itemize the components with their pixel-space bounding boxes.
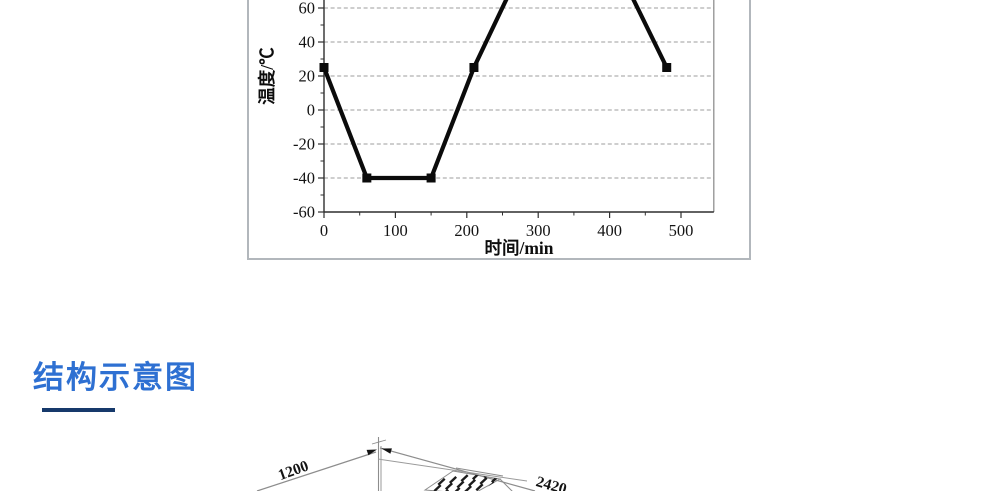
- slat-stroke: [479, 477, 488, 485]
- dim-arrowhead-left: [366, 449, 377, 456]
- chart-text: 300: [526, 221, 551, 240]
- chart-text: 0: [307, 101, 315, 120]
- shelf-right-edge: [499, 478, 513, 491]
- temperature-series-line: [322, 0, 669, 181]
- chart-text: -40: [293, 169, 315, 188]
- slat-stroke: [460, 474, 469, 482]
- chart-text: 100: [383, 221, 408, 240]
- section-heading: 结构示意图: [33, 360, 198, 395]
- data-point-marker: [319, 63, 329, 72]
- slat-stroke: [437, 477, 446, 486]
- slat-stroke: [433, 484, 442, 491]
- slat-stroke: [456, 480, 465, 489]
- data-point-marker: [426, 173, 436, 183]
- chart-text: 400: [597, 221, 622, 240]
- slat-stroke: [448, 476, 458, 484]
- structure-diagram-canvas: 1200 2420: [256, 437, 569, 491]
- chart-text: 0: [320, 221, 328, 240]
- extension-tick: [371, 439, 387, 445]
- dim-arrowhead-right: [381, 448, 392, 454]
- chart-text: 温度/℃: [257, 47, 277, 105]
- structure-diagram: 1200 2420: [230, 430, 600, 491]
- chart-text: 200: [454, 221, 479, 240]
- cabinet-top-edge: [377, 458, 528, 482]
- data-point-marker: [662, 63, 672, 72]
- temperature-profile-chart: 60 40 20 0 -20 -40 -60 0 100 200 300 400 500 时间/min 温度…: [247, 0, 751, 260]
- heading-underline-bar: [42, 408, 115, 412]
- data-point-marker: [362, 173, 372, 183]
- slat-stroke: [475, 483, 484, 491]
- shelf-rim-line: [455, 467, 504, 477]
- chart-text: 40: [299, 33, 316, 52]
- chart-text: 时间/min: [484, 238, 553, 258]
- dim-line-2420: [379, 447, 536, 491]
- dim-label-1200: 1200: [276, 457, 311, 484]
- chart-text: 20: [299, 67, 316, 86]
- data-point-marker: [469, 63, 479, 72]
- chart-text: 500: [669, 221, 694, 240]
- dim-label-2420: 2420: [534, 473, 569, 491]
- slat-stroke: [467, 478, 477, 487]
- dim-line-1200: [256, 451, 377, 491]
- slat-stroke: [463, 485, 473, 491]
- chart-text: 60: [299, 0, 316, 18]
- chart-text: -60: [293, 203, 315, 222]
- chart-text: -20: [293, 135, 315, 154]
- slat-stroke: [444, 482, 454, 491]
